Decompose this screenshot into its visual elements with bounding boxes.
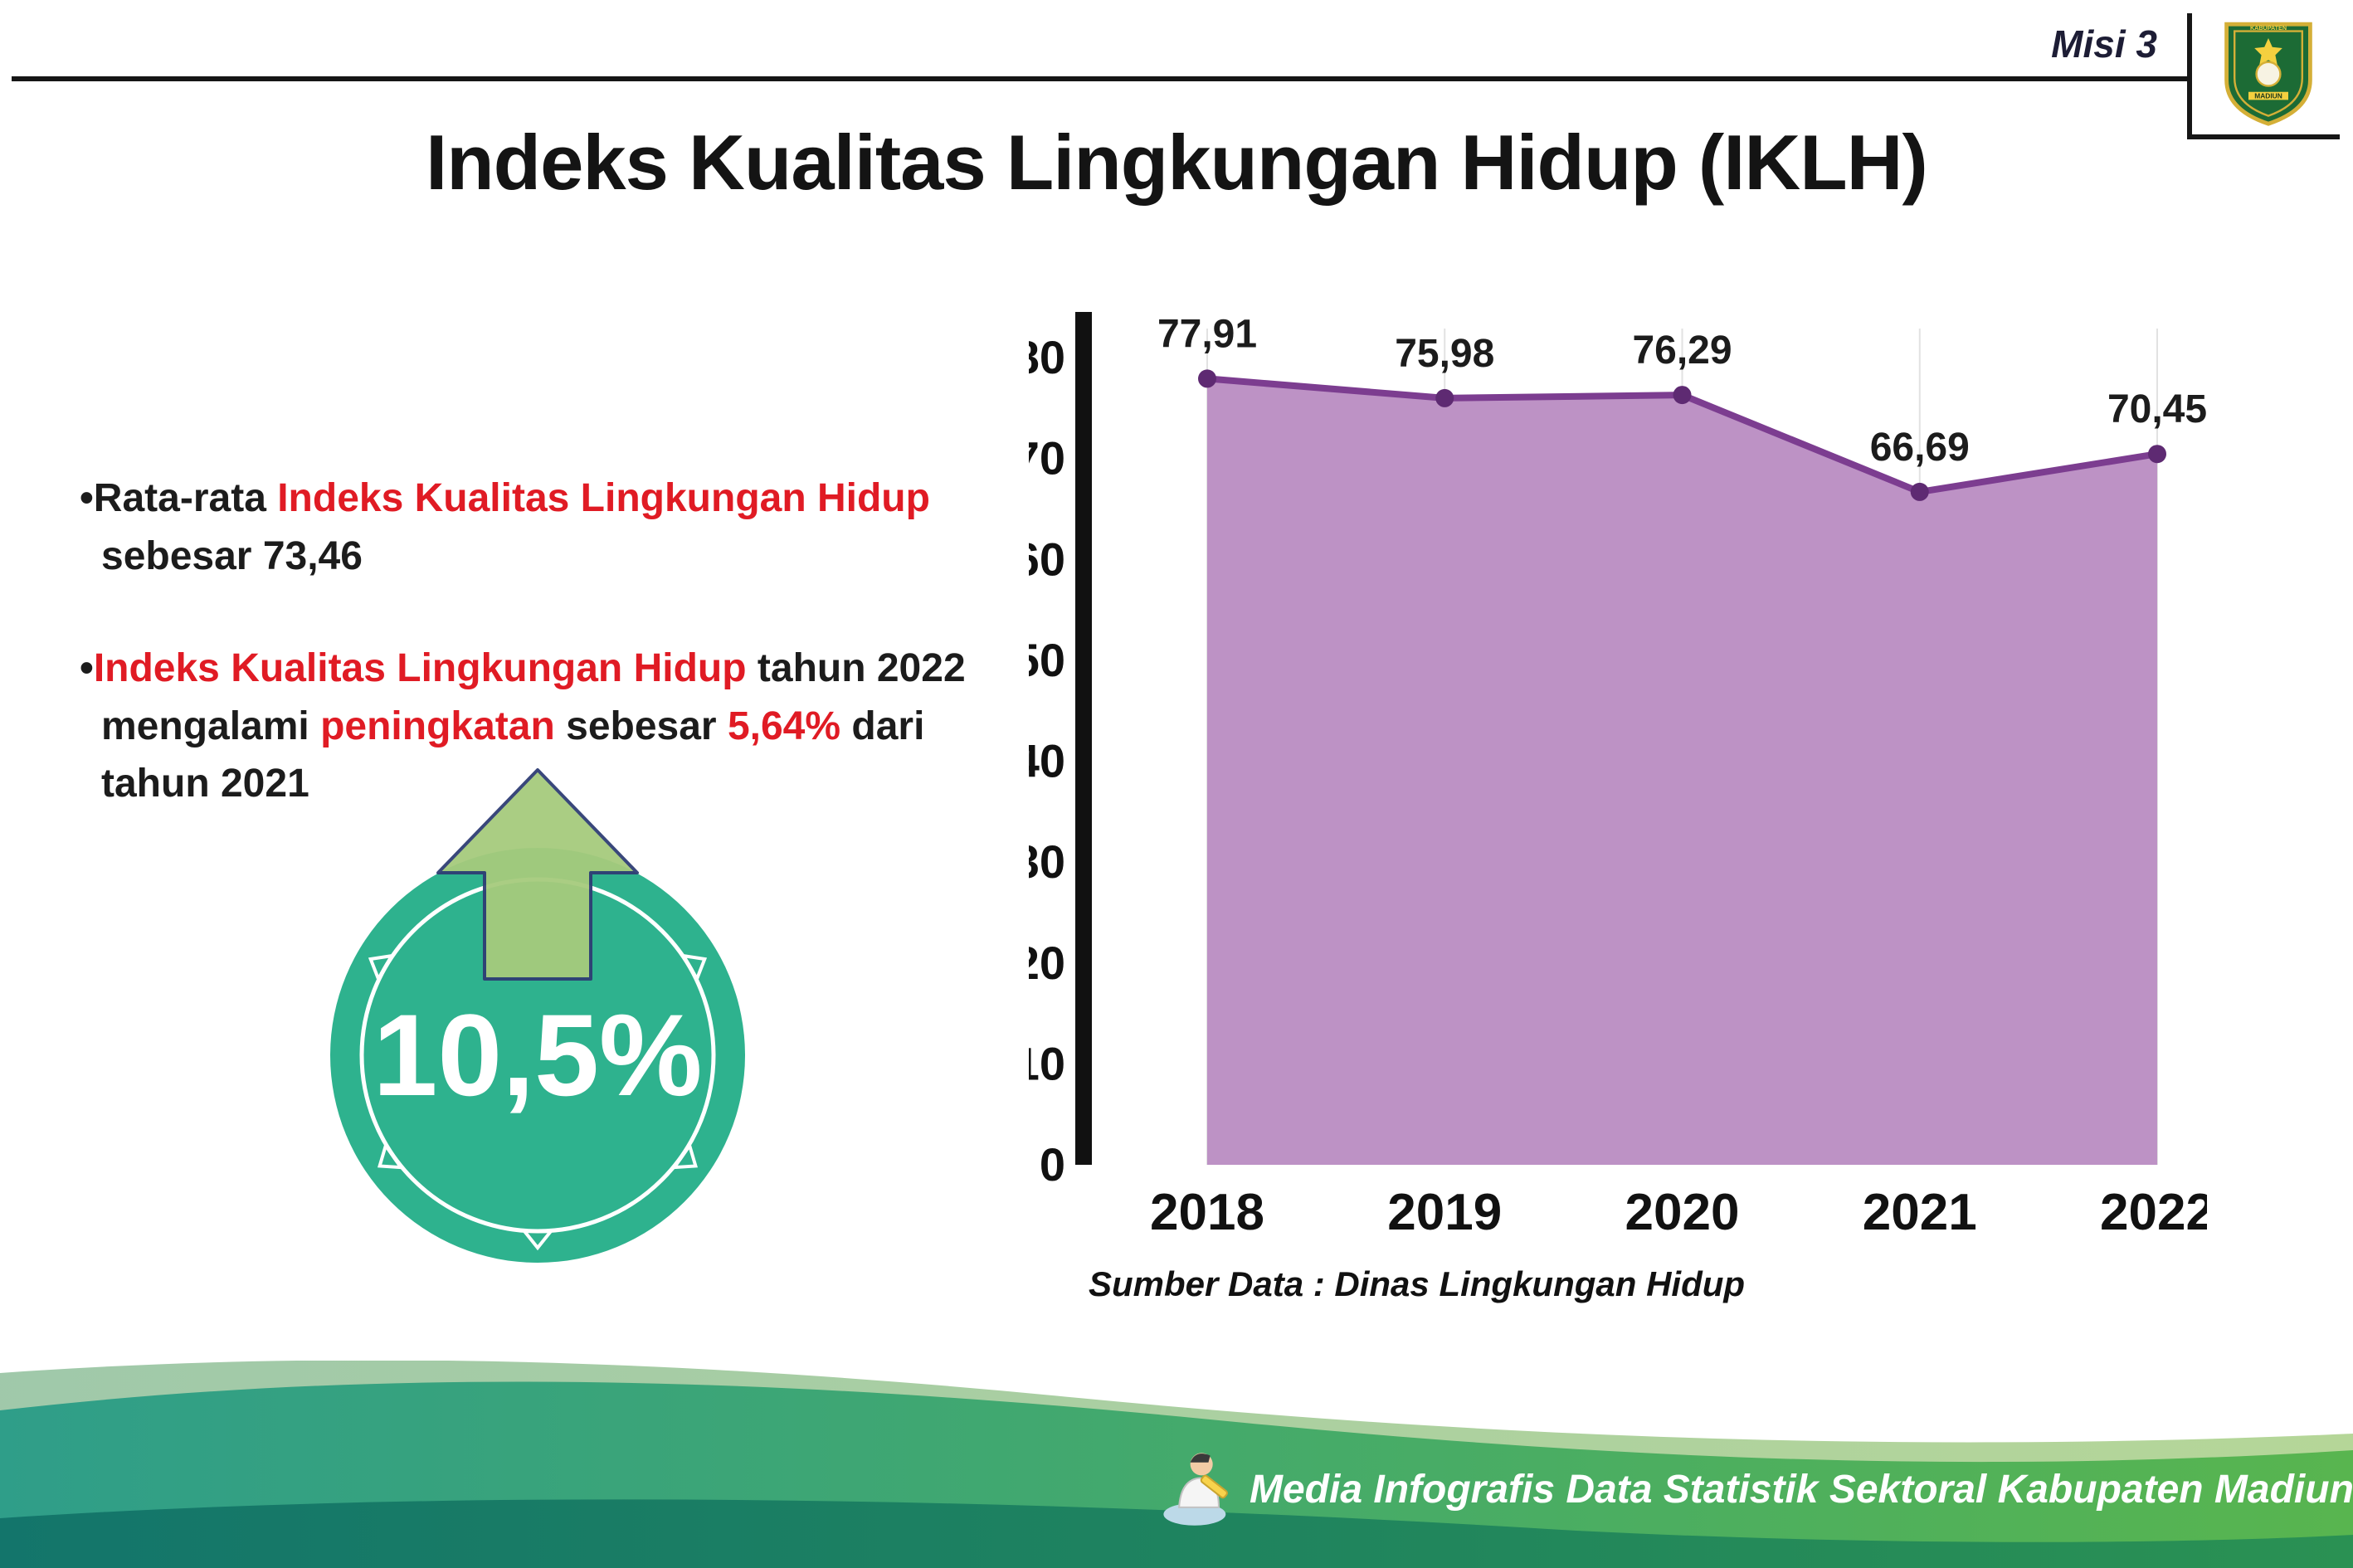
footer-caption: Media Infografis Data Statistik Sektoral… [1250, 1468, 2353, 1512]
bullet-text-segment: sebesar [554, 704, 728, 748]
x-tick-label: 2018 [1150, 1184, 1264, 1241]
bullet-item: •Indeks Kualitas Lingkungan Hidup tahun … [80, 640, 976, 813]
bullet-text-segment: 5,64% [727, 704, 841, 748]
bullet-text-segment: tahun 2022 [746, 646, 966, 691]
wave-bottom [0, 1499, 2353, 1568]
logo-bottom-text: MADIUN [2254, 92, 2282, 100]
bullet-text-segment: • [80, 646, 94, 691]
y-tick-label: 20 [1029, 937, 1065, 989]
data-point [2148, 445, 2166, 464]
y-tick-label: 0 [1040, 1138, 1065, 1191]
header-rule [12, 76, 2187, 81]
bullet-list: •Rata-rata Indeks Kualitas Lingkungan Hi… [80, 470, 976, 868]
bullet-text-segment: sebesar 73,46 [101, 533, 363, 578]
value-label: 66,69 [1870, 426, 1970, 470]
y-tick-label: 30 [1029, 835, 1065, 888]
y-tick-label: 70 [1029, 432, 1065, 485]
bullet-text-segment: dari [840, 704, 925, 748]
bullet-text-segment: Indeks Kualitas Lingkungan Hidup [277, 476, 930, 520]
data-point [1673, 386, 1692, 405]
area-fill [1207, 378, 2157, 1165]
x-tick-label: 2022 [2100, 1184, 2207, 1241]
bullet-line: •Indeks Kualitas Lingkungan Hidup tahun … [80, 640, 976, 698]
y-tick-label: 10 [1029, 1037, 1065, 1089]
bullet-text-segment: peningkatan [320, 704, 555, 748]
badge-ring-ticks [368, 953, 708, 1251]
value-label: 70,45 [2107, 387, 2207, 431]
increase-badge-graphic: 10,5% [330, 768, 745, 1263]
y-axis-bar [1075, 312, 1092, 1165]
bullet-line: •Rata-rata Indeks Kualitas Lingkungan Hi… [80, 470, 976, 528]
bullet-text-segment: mengalami [101, 704, 321, 748]
data-point [1198, 369, 1216, 388]
bullet-line: mengalami peningkatan sebesar 5,64% dari [80, 698, 976, 756]
bullet-item: •Rata-rata Indeks Kualitas Lingkungan Hi… [80, 470, 976, 585]
y-tick-label: 40 [1029, 735, 1065, 787]
x-tick-label: 2021 [1863, 1184, 1977, 1241]
footer-waves [0, 1361, 2353, 1568]
increase-badge: 10,5% [325, 763, 750, 1271]
x-tick-label: 2020 [1625, 1184, 1740, 1241]
value-label: 75,98 [1395, 332, 1494, 376]
badge-value: 10,5% [373, 990, 703, 1120]
value-label: 76,29 [1632, 329, 1732, 373]
kabupaten-madiun-logo-icon: MADIUN KABUPATEN [2224, 22, 2312, 126]
y-tick-label: 50 [1029, 634, 1065, 686]
logo-top-text: KABUPATEN [2250, 24, 2287, 32]
bullet-text-segment: •Rata-rata [80, 476, 278, 520]
page-title: Indeks Kualitas Lingkungan Hidup (IKLH) [426, 119, 1928, 206]
logo-frame-left [2187, 13, 2192, 139]
source-note: Sumber Data : Dinas Lingkungan Hidup [1089, 1264, 1746, 1303]
bullet-line: tahun 2021 [80, 755, 976, 813]
y-tick-label: 80 [1029, 331, 1065, 383]
value-label: 77,91 [1157, 312, 1257, 356]
bullet-text-segment: Indeks Kualitas Lingkungan Hidup [93, 646, 747, 691]
bullet-text-segment: tahun 2021 [101, 762, 309, 806]
up-arrow-icon [436, 768, 639, 981]
iklh-chart: 77,91 75,98 76,29 66,69 70,45 0 10 20 30 40 50 60 70… [1014, 299, 2214, 1261]
x-tick-label: 2019 [1387, 1184, 1502, 1241]
y-tick-label: 60 [1029, 533, 1065, 585]
data-point [1435, 388, 1454, 407]
logo-frame-bottom [2187, 134, 2340, 139]
bullet-line: sebesar 73,46 [80, 528, 976, 586]
mascot-icon [1163, 1453, 1228, 1526]
data-point [1910, 482, 1929, 501]
badge-circle [330, 848, 745, 1263]
iklh-chart-svg: 77,91 75,98 76,29 66,69 70,45 0 10 20 30 40 50 60 70… [1014, 312, 2214, 1241]
misi-label: Misi 3 [2051, 22, 2157, 66]
